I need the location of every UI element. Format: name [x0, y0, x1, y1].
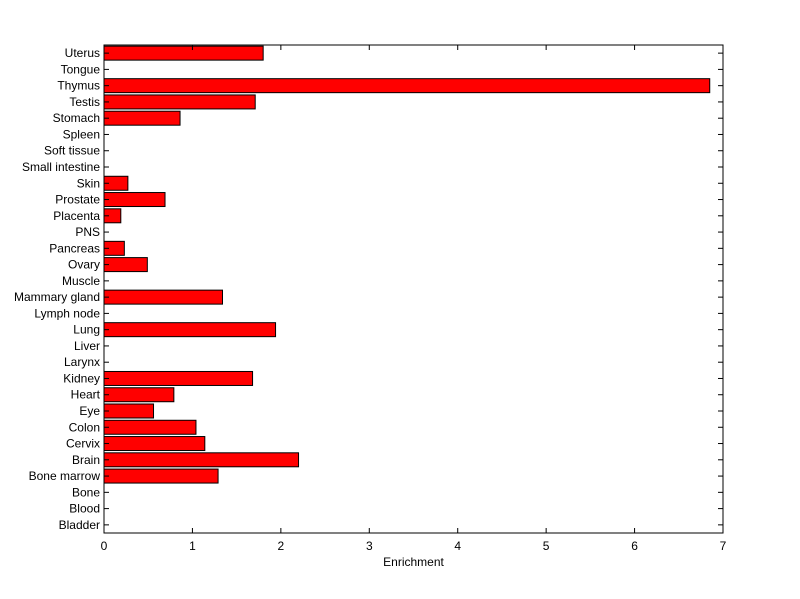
y-tick-label-blood: Blood [69, 502, 100, 516]
y-tick-label-spleen: Spleen [63, 127, 100, 141]
y-tick-label-colon: Colon [69, 420, 100, 434]
bar-kidney [103, 370, 254, 386]
y-ticks-group: Uterus Tongue Thymus Testis Stomach Spleen Sof… [14, 46, 723, 532]
bar-bone-marrow [103, 468, 219, 484]
y-tick-label-thymus: Thymus [57, 79, 100, 93]
x-tick-label-1: 1 [189, 539, 196, 553]
bar-lung [103, 322, 277, 338]
y-tick-label-pancreas: Pancreas [49, 241, 100, 255]
y-tick-label-lung: Lung [73, 323, 100, 337]
y-tick-label-ovary: Ovary [68, 258, 100, 272]
bars-group [103, 45, 711, 484]
y-tick-label-eye: Eye [79, 404, 100, 418]
y-tick-label-cervix: Cervix [66, 437, 100, 451]
x-ticks-group: 0 1 2 3 4 5 6 7 [101, 45, 727, 553]
y-tick-label-liver: Liver [74, 339, 100, 353]
y-tick-label-testis: Testis [69, 95, 100, 109]
x-tick-label-6: 6 [631, 539, 638, 553]
y-tick-label-small-intestine: Small intestine [22, 160, 100, 174]
y-tick-label-prostate: Prostate [55, 193, 100, 207]
bar-heart [103, 387, 175, 403]
y-tick-label-soft-tissue: Soft tissue [44, 144, 100, 158]
y-tick-label-placenta: Placenta [53, 209, 100, 223]
plot-area [103, 44, 724, 534]
y-tick-label-bladder: Bladder [59, 518, 100, 532]
x-tick-label-5: 5 [543, 539, 550, 553]
bar-ovary [103, 257, 148, 273]
y-tick-label-uterus: Uterus [65, 46, 100, 60]
y-tick-label-mammary-gland: Mammary gland [14, 290, 100, 304]
bar-colon [103, 419, 197, 435]
bar-uterus [103, 45, 264, 61]
y-tick-label-kidney: Kidney [63, 371, 100, 385]
bar-mammary-gland [103, 289, 223, 305]
bar-cervix [103, 436, 206, 452]
y-tick-label-tongue: Tongue [61, 62, 101, 76]
bar-eye [103, 403, 155, 419]
x-axis-label: Enrichment [383, 555, 444, 569]
y-tick-label-bone-marrow: Bone marrow [29, 469, 101, 483]
bar-stomach [103, 110, 181, 126]
y-tick-label-stomach: Stomach [53, 111, 100, 125]
y-tick-label-skin: Skin [77, 176, 100, 190]
x-tick-label-7: 7 [720, 539, 727, 553]
bar-testis [103, 94, 256, 110]
y-tick-label-muscle: Muscle [62, 274, 100, 288]
y-tick-label-lymph-node: Lymph node [34, 306, 100, 320]
bar-prostate [103, 192, 166, 208]
y-tick-label-heart: Heart [71, 388, 101, 402]
x-tick-label-4: 4 [454, 539, 461, 553]
y-tick-label-larynx: Larynx [64, 355, 100, 369]
y-tick-label-brain: Brain [72, 453, 100, 467]
x-tick-label-2: 2 [278, 539, 285, 553]
y-tick-label-pns: PNS [75, 225, 100, 239]
bar-thymus [103, 78, 711, 94]
y-tick-label-bone: Bone [72, 485, 100, 499]
bar-brain [103, 452, 300, 468]
x-tick-label-3: 3 [366, 539, 373, 553]
x-tick-label-0: 0 [101, 539, 108, 553]
